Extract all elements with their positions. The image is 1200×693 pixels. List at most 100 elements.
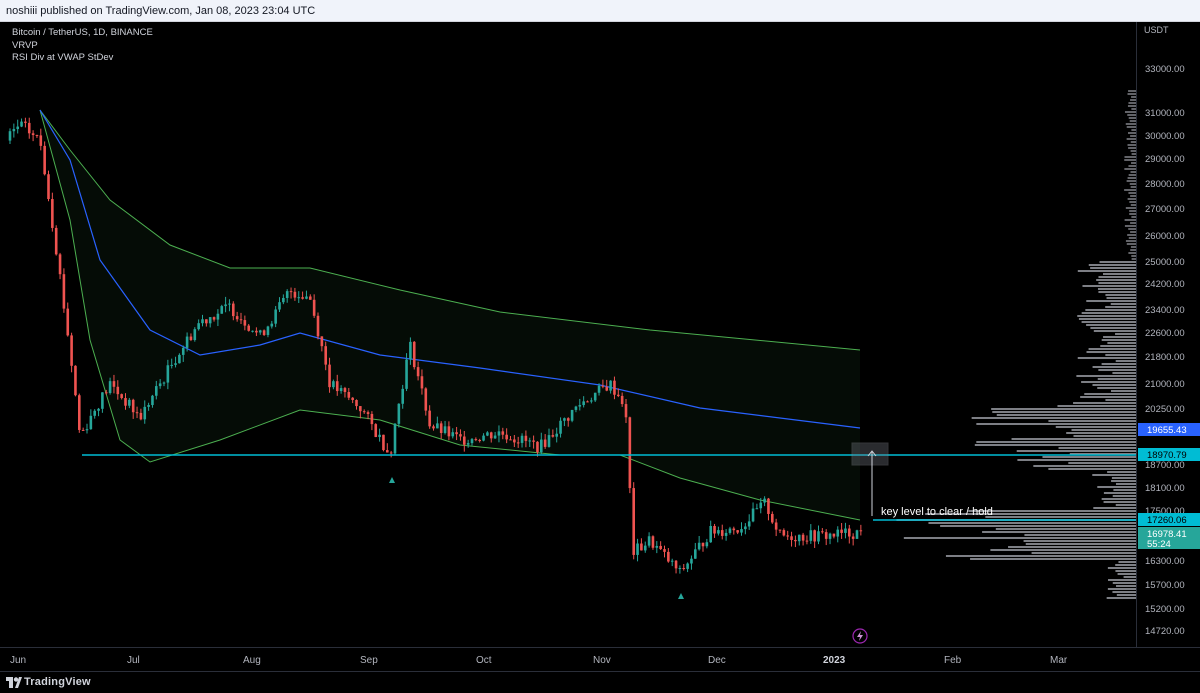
profile-bar: [1108, 579, 1136, 581]
candle-body: [859, 530, 863, 532]
profile-bar: [1129, 213, 1136, 215]
time-tick: Jul: [127, 655, 140, 666]
profile-bar: [1093, 507, 1136, 509]
candle-body: [744, 526, 747, 530]
candle-body: [694, 549, 697, 559]
candle-body: [251, 330, 254, 332]
candle-body: [278, 302, 281, 310]
candle-body: [678, 567, 682, 569]
candle-body: [312, 299, 316, 316]
time-tick: Jun: [10, 655, 26, 666]
candle-body: [478, 440, 481, 442]
candle-body: [405, 359, 408, 389]
candle-body: [705, 542, 709, 547]
candle-body: [339, 388, 343, 392]
profile-bar: [1129, 120, 1136, 122]
candle-body: [47, 174, 50, 200]
chart-pane[interactable]: key level to clear / hold: [0, 22, 1136, 647]
price-tick: 18700.00: [1145, 460, 1185, 471]
price-axis[interactable]: USDT 33000.00 31000.00 30000.00 29000.00 2800…: [1136, 22, 1200, 647]
candle-body: [601, 385, 605, 387]
profile-bar: [1125, 123, 1136, 125]
candle-body: [274, 309, 277, 324]
profile-bar: [1033, 465, 1136, 467]
profile-bar: [1126, 126, 1136, 128]
profile-bar: [1130, 186, 1136, 188]
candle-body: [332, 381, 335, 388]
candle-body: [813, 530, 816, 542]
profile-bar: [1103, 273, 1136, 275]
candle-body: [135, 412, 139, 414]
brand-name[interactable]: TradingView: [24, 676, 91, 688]
candle-body: [824, 532, 828, 539]
profile-bar: [1073, 435, 1136, 437]
candle-body: [43, 145, 46, 175]
profile-bar: [1124, 156, 1136, 158]
rsi-div-marker: [389, 477, 395, 483]
profile-bar: [1115, 564, 1136, 566]
profile-bar: [1115, 483, 1136, 485]
candle-body: [832, 533, 836, 537]
candle-body: [532, 440, 535, 442]
candle-body: [208, 317, 212, 324]
candle-body: [235, 316, 239, 320]
profile-bar: [1107, 471, 1136, 473]
chart-canvas[interactable]: key level to clear / hold: [0, 22, 1136, 647]
lightning-bolt: [857, 631, 863, 641]
profile-bar: [1011, 438, 1136, 440]
candle-body: [393, 423, 397, 454]
candle-body: [420, 376, 424, 389]
candle-body: [740, 529, 743, 533]
profile-bar: [976, 423, 1136, 425]
profile-bar: [1055, 426, 1136, 428]
candle-body: [66, 308, 70, 336]
candle-body: [805, 540, 809, 542]
profile-bar: [1068, 462, 1136, 464]
profile-bar: [1098, 369, 1136, 371]
key-price-tag-bg: [1138, 513, 1200, 526]
candle-body: [293, 291, 297, 298]
profile-bar: [1085, 309, 1136, 311]
profile-bar: [1127, 198, 1136, 200]
profile-bar: [1098, 282, 1136, 284]
candle-body: [632, 488, 635, 555]
profile-bar: [1017, 459, 1136, 461]
profile-bar: [1066, 432, 1136, 434]
profile-bar: [1126, 138, 1136, 140]
arrow-head: [867, 450, 877, 457]
profile-bar: [1081, 321, 1136, 323]
indicator-rsi-div[interactable]: RSI Div at VWAP StDev: [12, 52, 114, 63]
candle-body: [78, 395, 81, 430]
candle-body: [143, 406, 147, 420]
candle-body: [239, 319, 243, 321]
profile-bar: [1082, 285, 1136, 287]
profile-bar: [1111, 477, 1136, 479]
profile-bar: [1124, 168, 1136, 170]
profile-bar: [1103, 336, 1136, 338]
time-axis-canvas: Jun Jul Aug Sep Oct Nov Dec 2023 Feb Mar: [10, 655, 1068, 666]
profile-bar: [974, 444, 1136, 446]
candle-body: [647, 536, 651, 546]
lower-band-line: [39, 109, 861, 521]
profile-bar: [1115, 333, 1136, 335]
candle-body: [620, 395, 624, 405]
profile-bar: [1128, 252, 1136, 254]
candle-body: [27, 122, 31, 134]
candle-body: [447, 426, 451, 437]
candle-body: [690, 558, 693, 564]
indicator-vrvp[interactable]: VRVP: [12, 39, 38, 51]
profile-bar: [1103, 501, 1136, 503]
profile-bar: [928, 522, 1136, 524]
profile-bar: [1077, 357, 1136, 359]
profile-bar: [995, 528, 1136, 530]
candle-body: [193, 329, 197, 341]
candle-body: [147, 405, 150, 407]
time-axis[interactable]: Jun Jul Aug Sep Oct Nov Dec 2023 Feb Mar: [0, 647, 1200, 671]
candle-body: [840, 529, 843, 533]
candle-body: [189, 336, 193, 341]
candle-body: [636, 543, 639, 555]
candle-body: [536, 441, 539, 453]
symbol-title[interactable]: Bitcoin / TetherUS, 1D, BINANCE: [12, 27, 153, 38]
candle-body: [374, 424, 378, 438]
candle-body: [574, 406, 578, 410]
